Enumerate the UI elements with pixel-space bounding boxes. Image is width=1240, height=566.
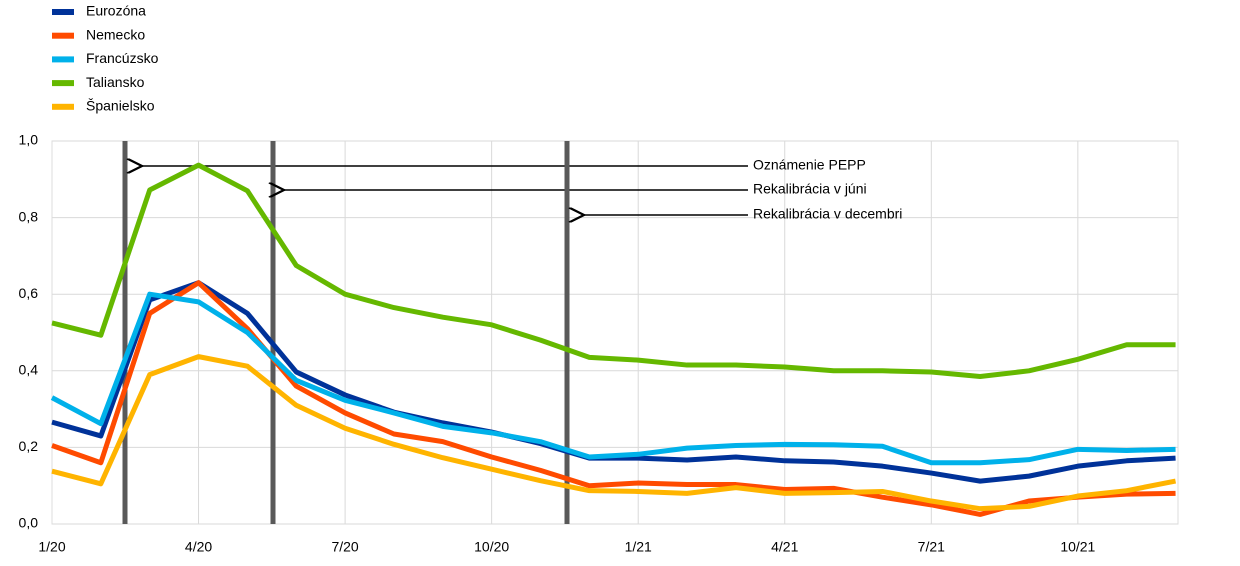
- legend-label: Eurozóna: [86, 3, 146, 19]
- series-line: [51, 354, 1177, 512]
- x-tick-label: 7/21: [918, 539, 945, 555]
- x-tick-label: 1/20: [38, 539, 65, 555]
- plot-border: [51, 140, 1179, 525]
- legend-label: Nemecko: [86, 26, 145, 42]
- x-tick-label: 4/20: [185, 539, 212, 555]
- legend-swatch: [52, 56, 74, 63]
- legend-label: Taliansko: [86, 74, 145, 90]
- series-line: [50, 291, 1176, 466]
- x-tick-label: 10/20: [474, 539, 509, 555]
- legend-label: Francúzsko: [86, 50, 159, 66]
- series-line: [51, 280, 1176, 517]
- y-tick-label: 0,4: [19, 362, 39, 378]
- legend-label: Španielsko: [86, 98, 155, 114]
- y-tick-label: 0,0: [19, 515, 39, 531]
- legend-swatch: [52, 9, 74, 15]
- series-line: [51, 162, 1176, 380]
- legend-swatch: [52, 32, 74, 39]
- legend-swatch: [52, 103, 74, 110]
- annotation: Oznámenie PEPP: [753, 157, 866, 173]
- y-tick-label: 0,2: [19, 438, 39, 454]
- x-tick-label: 10/21: [1060, 539, 1095, 555]
- annotation: Rekalibrácia v júni: [753, 181, 867, 197]
- series-line: [51, 280, 1176, 484]
- x-tick-label: 4/21: [771, 539, 798, 555]
- y-tick-label: 1,0: [19, 132, 39, 148]
- x-tick-label: 1/21: [625, 539, 652, 555]
- y-tick-label: 0,8: [19, 208, 39, 224]
- y-tick-label: 0,6: [19, 285, 39, 301]
- annotation: Rekalibrácia v decembri: [753, 206, 902, 222]
- legend-swatch: [52, 80, 74, 87]
- x-tick-label: 7/20: [331, 539, 358, 555]
